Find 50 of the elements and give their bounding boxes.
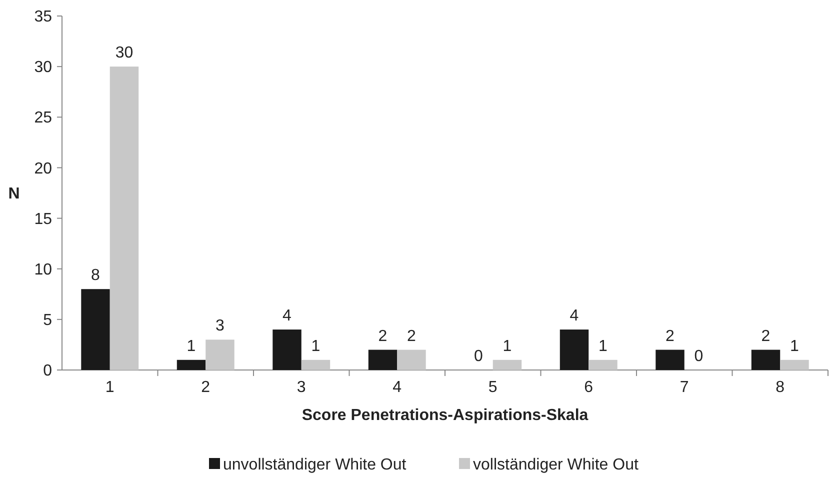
- x-tick-label: 5: [488, 379, 498, 396]
- data-label: 8: [91, 267, 100, 284]
- data-label: 1: [502, 338, 512, 355]
- legend-label: unvollständiger White Out: [223, 456, 407, 474]
- y-tick-label: 15: [34, 210, 52, 228]
- data-label: 2: [407, 328, 416, 345]
- bar: [492, 360, 522, 370]
- bar: [206, 340, 234, 370]
- bar: [110, 66, 139, 370]
- bar: [81, 289, 110, 370]
- data-label: 30: [115, 44, 134, 62]
- x-tick-label: 7: [680, 379, 689, 396]
- data-label: 1: [311, 338, 320, 355]
- y-tick-label: 20: [34, 160, 52, 178]
- data-label: 2: [666, 328, 675, 345]
- x-tick-label: 4: [392, 379, 402, 396]
- bar: [272, 330, 302, 370]
- y-tick-label: 10: [34, 261, 52, 278]
- bar: [397, 350, 426, 370]
- data-label: 1: [790, 338, 800, 355]
- bar: [368, 350, 398, 370]
- data-label: 3: [216, 318, 225, 335]
- legend-label: vollständiger White Out: [473, 456, 639, 474]
- data-label: 0: [474, 348, 484, 365]
- data-label: 2: [378, 328, 388, 345]
- x-tick-label: 3: [296, 379, 306, 396]
- data-label: 0: [694, 348, 704, 365]
- x-tick-label: 8: [776, 379, 785, 396]
- bar: [780, 360, 809, 370]
- bar: [301, 360, 330, 370]
- data-label: 2: [761, 328, 770, 345]
- bar: [588, 360, 618, 370]
- x-tick-label: 6: [584, 379, 594, 396]
- y-axis-title: N: [8, 186, 20, 203]
- y-tick-label: 35: [34, 8, 52, 26]
- y-tick-label: 25: [34, 110, 52, 127]
- y-tick-label: 30: [34, 59, 52, 76]
- x-axis-title: Score Penetrations-Aspirations-Skala: [302, 407, 588, 424]
- x-tick-label: 1: [105, 379, 114, 396]
- x-tick-label: 2: [201, 379, 210, 396]
- y-tick-label: 5: [43, 312, 52, 330]
- bar: [656, 350, 684, 370]
- data-label: 4: [570, 308, 579, 325]
- y-tick-label: 0: [43, 362, 52, 380]
- bar: [751, 350, 780, 370]
- bar: [560, 330, 589, 370]
- bar: [176, 360, 206, 370]
- data-label: 1: [186, 338, 196, 355]
- data-label: 1: [598, 338, 608, 355]
- data-label: 4: [282, 308, 292, 325]
